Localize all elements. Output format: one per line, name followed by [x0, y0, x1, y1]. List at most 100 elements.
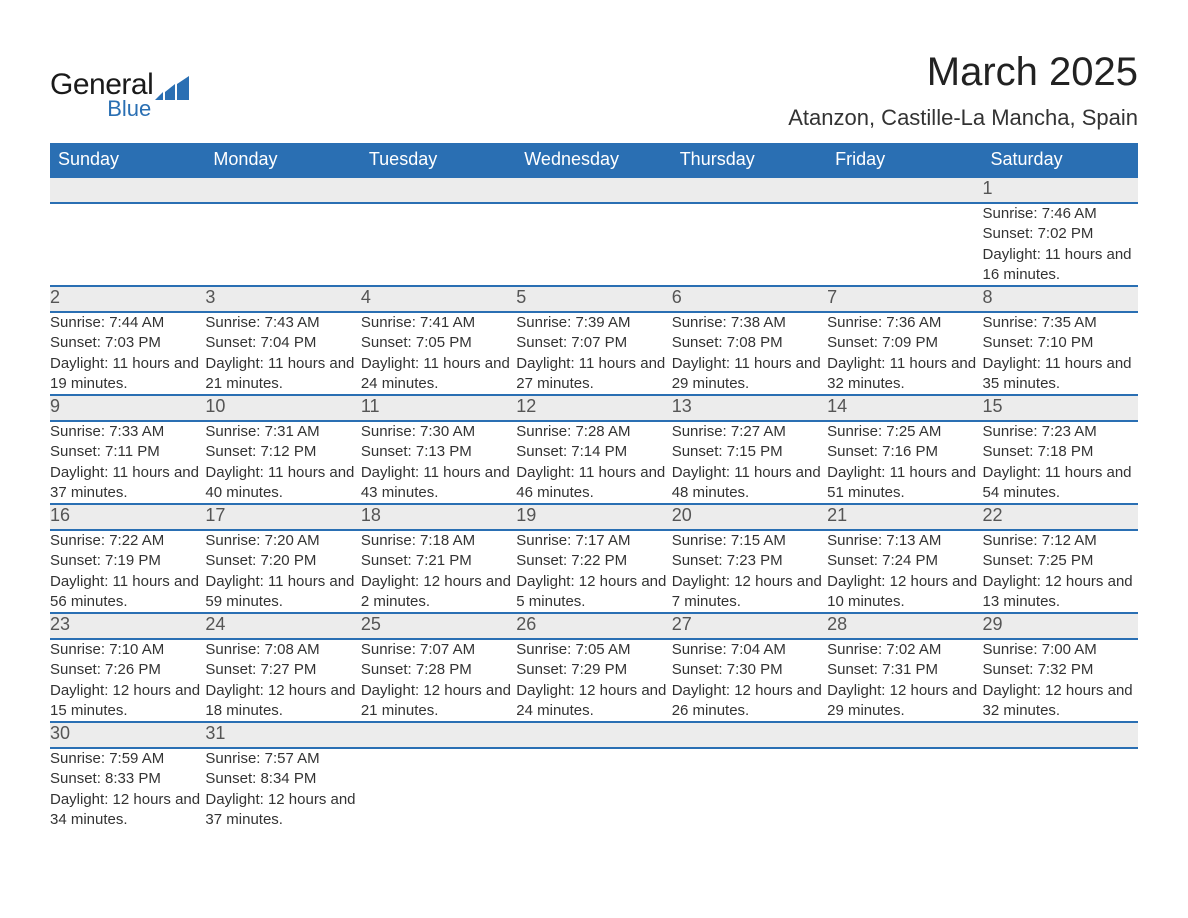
sunrise-line: Sunrise: 7:00 AM — [983, 640, 1138, 660]
day-detail-cell: Sunrise: 7:46 AMSunset: 7:02 PMDaylight:… — [983, 203, 1138, 286]
sunset-line: Sunset: 7:31 PM — [827, 660, 982, 680]
sunrise-line: Sunrise: 7:23 AM — [983, 422, 1138, 442]
day-number-cell: 11 — [361, 395, 516, 421]
sunset-line: Sunset: 7:28 PM — [361, 660, 516, 680]
daylight-line: Daylight: 12 hours and 2 minutes. — [361, 572, 516, 613]
day-number-cell: 9 — [50, 395, 205, 421]
sunset-line: Sunset: 7:21 PM — [361, 551, 516, 571]
sunset-line: Sunset: 7:22 PM — [516, 551, 671, 571]
sunset-line: Sunset: 7:12 PM — [205, 442, 360, 462]
sunrise-line: Sunrise: 7:10 AM — [50, 640, 205, 660]
day-detail-row: Sunrise: 7:10 AMSunset: 7:26 PMDaylight:… — [50, 639, 1138, 722]
day-detail-row: Sunrise: 7:59 AMSunset: 8:33 PMDaylight:… — [50, 748, 1138, 830]
day-number-cell: 17 — [205, 504, 360, 530]
day-number-cell: 20 — [672, 504, 827, 530]
day-detail-cell: Sunrise: 7:04 AMSunset: 7:30 PMDaylight:… — [672, 639, 827, 722]
sunset-line: Sunset: 7:04 PM — [205, 333, 360, 353]
weekday-header: Wednesday — [516, 143, 671, 177]
bar-chart-icon — [155, 76, 189, 105]
day-number-cell — [361, 177, 516, 203]
day-number-cell: 3 — [205, 286, 360, 312]
daylight-line: Daylight: 11 hours and 46 minutes. — [516, 463, 671, 504]
sunrise-line: Sunrise: 7:35 AM — [983, 313, 1138, 333]
sunset-line: Sunset: 8:34 PM — [205, 769, 360, 789]
sunrise-line: Sunrise: 7:25 AM — [827, 422, 982, 442]
sunrise-line: Sunrise: 7:12 AM — [983, 531, 1138, 551]
day-number-cell — [672, 177, 827, 203]
weekday-header: Saturday — [983, 143, 1138, 177]
weekday-header: Monday — [205, 143, 360, 177]
sunset-line: Sunset: 7:13 PM — [361, 442, 516, 462]
day-detail-cell: Sunrise: 7:38 AMSunset: 7:08 PMDaylight:… — [672, 312, 827, 395]
sunrise-line: Sunrise: 7:22 AM — [50, 531, 205, 551]
weekday-header: Friday — [827, 143, 982, 177]
day-detail-cell: Sunrise: 7:33 AMSunset: 7:11 PMDaylight:… — [50, 421, 205, 504]
day-detail-cell: Sunrise: 7:22 AMSunset: 7:19 PMDaylight:… — [50, 530, 205, 613]
weekday-header: Thursday — [672, 143, 827, 177]
day-detail-row: Sunrise: 7:44 AMSunset: 7:03 PMDaylight:… — [50, 312, 1138, 395]
sunrise-line: Sunrise: 7:08 AM — [205, 640, 360, 660]
day-detail-cell: Sunrise: 7:35 AMSunset: 7:10 PMDaylight:… — [983, 312, 1138, 395]
sunrise-line: Sunrise: 7:59 AM — [50, 749, 205, 769]
day-number-cell — [516, 722, 671, 748]
day-detail-cell — [50, 203, 205, 286]
day-detail-cell: Sunrise: 7:27 AMSunset: 7:15 PMDaylight:… — [672, 421, 827, 504]
sunset-line: Sunset: 7:02 PM — [983, 224, 1138, 244]
weekday-header: Tuesday — [361, 143, 516, 177]
day-number-cell: 13 — [672, 395, 827, 421]
day-number-cell — [983, 722, 1138, 748]
sunset-line: Sunset: 7:14 PM — [516, 442, 671, 462]
day-number-cell: 24 — [205, 613, 360, 639]
day-detail-cell: Sunrise: 7:17 AMSunset: 7:22 PMDaylight:… — [516, 530, 671, 613]
day-number-cell: 21 — [827, 504, 982, 530]
calendar-table: SundayMondayTuesdayWednesdayThursdayFrid… — [50, 143, 1138, 830]
day-number-cell — [827, 722, 982, 748]
day-number-row: 23242526272829 — [50, 613, 1138, 639]
sunset-line: Sunset: 7:05 PM — [361, 333, 516, 353]
sunset-line: Sunset: 7:24 PM — [827, 551, 982, 571]
day-detail-cell: Sunrise: 7:44 AMSunset: 7:03 PMDaylight:… — [50, 312, 205, 395]
day-detail-row: Sunrise: 7:22 AMSunset: 7:19 PMDaylight:… — [50, 530, 1138, 613]
sunrise-line: Sunrise: 7:57 AM — [205, 749, 360, 769]
day-number-cell: 2 — [50, 286, 205, 312]
day-number-row: 2345678 — [50, 286, 1138, 312]
sunrise-line: Sunrise: 7:17 AM — [516, 531, 671, 551]
day-number-cell — [672, 722, 827, 748]
sunset-line: Sunset: 7:29 PM — [516, 660, 671, 680]
day-detail-cell — [361, 203, 516, 286]
daylight-line: Daylight: 11 hours and 51 minutes. — [827, 463, 982, 504]
day-number-row: 1 — [50, 177, 1138, 203]
day-number-cell: 29 — [983, 613, 1138, 639]
day-number-cell: 8 — [983, 286, 1138, 312]
sunset-line: Sunset: 7:15 PM — [672, 442, 827, 462]
day-detail-cell — [516, 203, 671, 286]
day-number-cell: 14 — [827, 395, 982, 421]
day-number-cell: 10 — [205, 395, 360, 421]
daylight-line: Daylight: 12 hours and 32 minutes. — [983, 681, 1138, 722]
sunset-line: Sunset: 7:11 PM — [50, 442, 205, 462]
daylight-line: Daylight: 12 hours and 37 minutes. — [205, 790, 360, 831]
day-detail-cell — [983, 748, 1138, 830]
day-number-cell: 12 — [516, 395, 671, 421]
sunrise-line: Sunrise: 7:44 AM — [50, 313, 205, 333]
day-number-cell — [361, 722, 516, 748]
day-number-cell: 30 — [50, 722, 205, 748]
daylight-line: Daylight: 11 hours and 19 minutes. — [50, 354, 205, 395]
daylight-line: Daylight: 12 hours and 21 minutes. — [361, 681, 516, 722]
day-detail-cell: Sunrise: 7:36 AMSunset: 7:09 PMDaylight:… — [827, 312, 982, 395]
daylight-line: Daylight: 12 hours and 34 minutes. — [50, 790, 205, 831]
title-block: March 2025 Atanzon, Castille-La Mancha, … — [788, 50, 1138, 131]
day-number-row: 3031 — [50, 722, 1138, 748]
daylight-line: Daylight: 11 hours and 40 minutes. — [205, 463, 360, 504]
day-detail-cell: Sunrise: 7:30 AMSunset: 7:13 PMDaylight:… — [361, 421, 516, 504]
sunrise-line: Sunrise: 7:20 AM — [205, 531, 360, 551]
day-number-cell: 4 — [361, 286, 516, 312]
day-number-cell: 6 — [672, 286, 827, 312]
sunrise-line: Sunrise: 7:02 AM — [827, 640, 982, 660]
day-number-row: 16171819202122 — [50, 504, 1138, 530]
sunrise-line: Sunrise: 7:13 AM — [827, 531, 982, 551]
sunset-line: Sunset: 7:10 PM — [983, 333, 1138, 353]
day-detail-cell: Sunrise: 7:28 AMSunset: 7:14 PMDaylight:… — [516, 421, 671, 504]
day-detail-cell — [361, 748, 516, 830]
day-number-cell: 22 — [983, 504, 1138, 530]
